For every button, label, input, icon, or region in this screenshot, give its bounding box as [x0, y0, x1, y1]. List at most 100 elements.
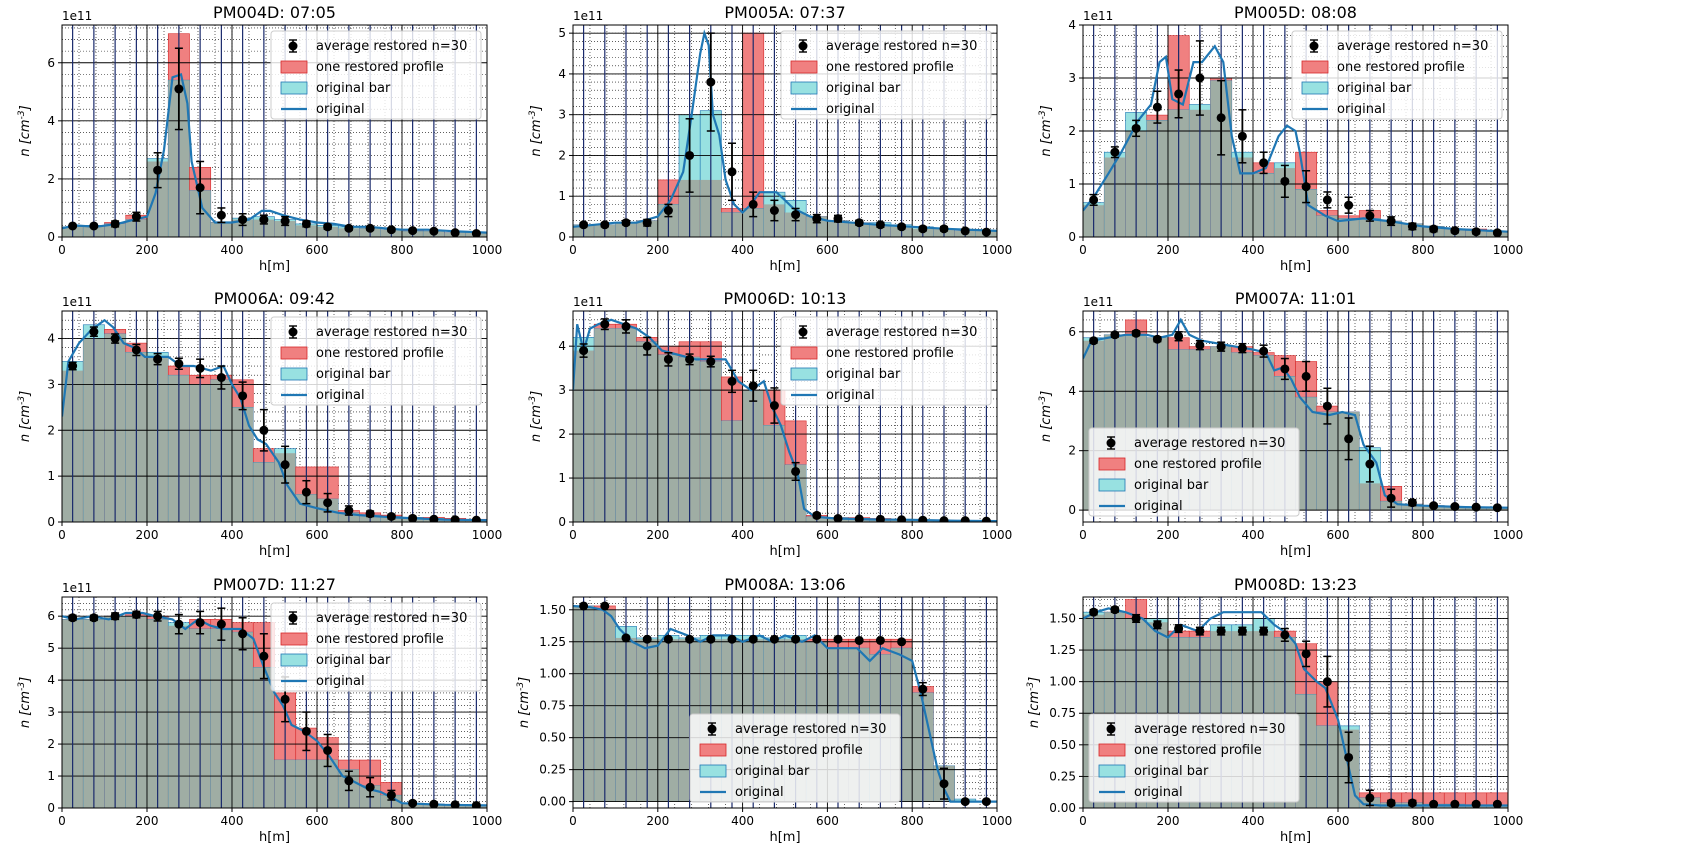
x-tick-label: 400 — [221, 243, 244, 257]
average-point — [642, 218, 652, 228]
average-point — [259, 425, 269, 435]
y-tick-label: 0.75 — [1049, 706, 1076, 720]
average-point — [301, 726, 311, 736]
average-point — [642, 341, 652, 351]
y-tick-label: 0 — [1068, 230, 1076, 244]
y-tick-label: 4 — [47, 332, 55, 346]
axes-frame — [61, 596, 488, 809]
average-point — [1174, 624, 1184, 634]
y-axis-label: n [cm-3] — [17, 391, 33, 442]
average-point — [386, 511, 396, 521]
average-point — [195, 363, 205, 373]
x-tick-label: 200 — [1157, 814, 1180, 828]
average-point — [471, 800, 481, 808]
subplot-8: 0 200 400 600 800 1000 0.00 0.25 0.50 0.75 1.00 1.2… — [516, 575, 1012, 845]
average-point — [131, 212, 141, 222]
average-point — [1195, 626, 1205, 636]
average-point — [1259, 346, 1269, 356]
y-tick-label: 3 — [47, 377, 55, 391]
legend-origbar-swatch — [1301, 81, 1329, 95]
average-point — [153, 611, 163, 621]
axes-frame — [572, 596, 998, 809]
legend-avg-marker — [798, 327, 808, 337]
average-point — [600, 601, 610, 611]
subplot-title: PM007D: 11:27 — [213, 575, 336, 594]
average-point — [195, 618, 205, 628]
y-tick-label: 0 — [47, 515, 55, 529]
average-point — [280, 694, 290, 704]
average-point — [429, 514, 439, 522]
legend: average restored n=30 one restored profil… — [270, 316, 482, 406]
legend-label-restored: one restored profile — [826, 346, 954, 361]
average-point — [1386, 798, 1396, 808]
average-point — [1407, 221, 1417, 231]
average-point — [769, 401, 779, 411]
average-point — [471, 229, 481, 237]
average-point — [1152, 334, 1162, 344]
plot-content — [573, 25, 997, 237]
x-tick-label: 600 — [1327, 528, 1350, 542]
x-tick-label: 400 — [731, 243, 754, 257]
y-tick-label: 0 — [47, 801, 55, 815]
average-point — [1152, 620, 1162, 630]
legend-restored-swatch — [1098, 457, 1126, 471]
average-point — [579, 601, 589, 611]
average-point — [174, 359, 184, 369]
y-tick-label: 0.25 — [1049, 769, 1076, 783]
average-point — [323, 498, 333, 508]
legend-restored-swatch — [280, 346, 308, 360]
average-point — [1174, 89, 1184, 99]
average-point — [1450, 799, 1460, 808]
average-point — [68, 221, 78, 231]
average-point — [259, 651, 269, 661]
legend: average restored n=30 one restored profil… — [780, 316, 992, 406]
y-tick-label: 1.50 — [539, 603, 566, 617]
legend-restored-swatch — [699, 743, 727, 757]
legend-avg-marker — [288, 41, 298, 51]
x-tick-label: 1000 — [472, 528, 503, 542]
average-point — [748, 381, 758, 391]
y-tick-label: 1.50 — [1049, 611, 1076, 625]
y-tick-label: 2 — [47, 737, 55, 751]
y-tick-label: 1 — [47, 469, 55, 483]
y-tick-label: 5 — [47, 641, 55, 655]
average-point — [1471, 227, 1481, 237]
average-point — [685, 634, 695, 644]
average-point — [960, 797, 970, 807]
average-point — [259, 215, 269, 225]
legend-box — [1291, 30, 1503, 120]
legend-origbar-swatch — [280, 81, 308, 95]
average-point — [854, 218, 864, 228]
x-tick-label: 400 — [731, 528, 754, 542]
y-tick-label: 4 — [1068, 384, 1076, 398]
x-tick-label: 600 — [1327, 243, 1350, 257]
y-tick-label: 2 — [47, 423, 55, 437]
subplot-title: PM006A: 09:42 — [214, 289, 335, 308]
y-tick-label: 1.25 — [1049, 643, 1076, 657]
average-point — [833, 513, 843, 522]
y-axis-label: n [cm-3] — [17, 105, 33, 156]
average-point — [748, 199, 758, 209]
legend-label-original: original — [1134, 499, 1183, 514]
average-point — [663, 634, 673, 644]
x-tick-label: 0 — [58, 243, 66, 257]
average-point — [1110, 330, 1120, 340]
legend-box — [270, 602, 482, 692]
x-tick-label: 600 — [1327, 814, 1350, 828]
y-tick-label: 1 — [558, 471, 566, 485]
legend-label-original: original — [826, 102, 875, 117]
legend-restored-swatch — [790, 346, 818, 360]
x-tick-label: 200 — [646, 528, 669, 542]
legend-label-avg: average restored n=30 — [826, 325, 977, 340]
average-point — [1174, 331, 1184, 341]
y-tick-label: 6 — [47, 56, 55, 70]
legend-label-origbar: original bar — [1134, 764, 1209, 779]
average-point — [833, 214, 843, 224]
y-offset-label: 1e11 — [1083, 9, 1113, 23]
subplot-2: 0 200 400 600 800 1000 0 1 2 3 4 5 h[m] n [cm-3] 1e11 P… — [528, 3, 1012, 274]
average-point — [89, 327, 99, 337]
average-point — [408, 798, 418, 808]
subplot-title: PM006D: 10:13 — [724, 289, 847, 308]
legend-label-avg: average restored n=30 — [316, 611, 467, 626]
